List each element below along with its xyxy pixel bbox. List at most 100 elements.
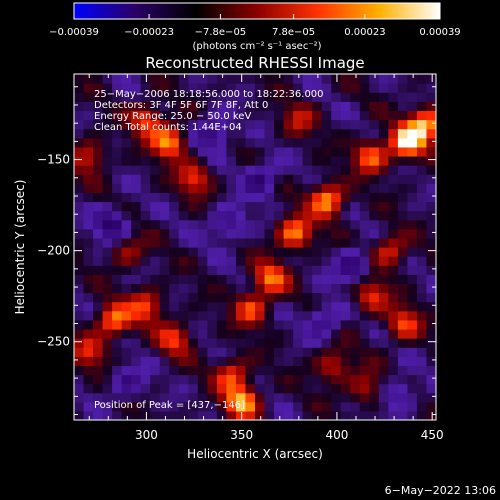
colorbar-tick-label: 0.00023 bbox=[344, 27, 385, 38]
heatmap-cell bbox=[321, 183, 332, 193]
heatmap-cell bbox=[378, 374, 389, 385]
heatmap-cell bbox=[407, 83, 418, 93]
heatmap-cell bbox=[83, 356, 94, 366]
heatmap-cell bbox=[131, 401, 142, 412]
heatmap-cell bbox=[255, 256, 266, 266]
heatmap-cell bbox=[369, 83, 380, 93]
heatmap-cell bbox=[426, 119, 436, 130]
heatmap-cell bbox=[331, 256, 342, 266]
heatmap-cell bbox=[397, 301, 409, 312]
heatmap-cell bbox=[407, 219, 418, 230]
heatmap-cell bbox=[112, 410, 123, 420]
heatmap-cell bbox=[283, 283, 294, 294]
heatmap-cell bbox=[397, 192, 409, 203]
heatmap-cell bbox=[283, 201, 294, 212]
heatmap-cell bbox=[283, 155, 294, 166]
heatmap-cell bbox=[131, 146, 142, 157]
heatmap-cell bbox=[274, 328, 285, 339]
heatmap-cell bbox=[121, 228, 132, 239]
heatmap-cell bbox=[283, 410, 294, 420]
heatmap-cell bbox=[235, 283, 247, 294]
heatmap-cell bbox=[369, 319, 380, 330]
heatmap-cell bbox=[112, 146, 123, 157]
heatmap-cell bbox=[350, 319, 361, 330]
heatmap-cell bbox=[350, 201, 361, 212]
heatmap-cell bbox=[83, 328, 94, 339]
heatmap-cell bbox=[102, 146, 113, 157]
heatmap-cell bbox=[407, 319, 418, 330]
heatmap-cell bbox=[226, 365, 237, 376]
heatmap-cell bbox=[102, 383, 113, 394]
heatmap-cell bbox=[150, 410, 161, 420]
heatmap-cell bbox=[74, 165, 85, 175]
heatmap-cell bbox=[340, 410, 351, 420]
heatmap-cell bbox=[159, 165, 170, 175]
heatmap-cell bbox=[397, 146, 409, 157]
heatmap-cell bbox=[378, 119, 389, 130]
heatmap-cell bbox=[312, 165, 323, 175]
heatmap-cell bbox=[369, 274, 380, 285]
heatmap-cell bbox=[226, 392, 237, 403]
heatmap-cell bbox=[283, 374, 294, 385]
heatmap-cell bbox=[159, 347, 170, 357]
heatmap-cell bbox=[416, 165, 428, 175]
heatmap-cell bbox=[416, 374, 428, 385]
heatmap-cell bbox=[245, 319, 256, 330]
heatmap-cell bbox=[226, 237, 237, 248]
heatmap-cell bbox=[102, 219, 113, 230]
heatmap-cell bbox=[426, 247, 436, 257]
heatmap-cell bbox=[74, 83, 85, 93]
heatmap-cell bbox=[150, 301, 161, 312]
heatmap-cell bbox=[283, 174, 294, 184]
heatmap-cell bbox=[302, 101, 313, 112]
heatmap-cell bbox=[293, 410, 304, 420]
heatmap-cell bbox=[188, 92, 199, 102]
heatmap-cell bbox=[74, 274, 85, 285]
heatmap-cell bbox=[312, 128, 323, 139]
heatmap-cell bbox=[121, 292, 132, 303]
heatmap-cell bbox=[359, 265, 370, 275]
heatmap-cell bbox=[93, 192, 104, 203]
heatmap-cell bbox=[388, 83, 399, 93]
heatmap-cell bbox=[407, 74, 418, 84]
heatmap-cell bbox=[169, 410, 180, 420]
heatmap-cell bbox=[350, 146, 361, 157]
heatmap-cell bbox=[235, 338, 247, 348]
heatmap-cell bbox=[321, 374, 332, 385]
heatmap-cell bbox=[264, 201, 275, 212]
heatmap-cell bbox=[112, 301, 123, 312]
heatmap-cell bbox=[302, 292, 313, 303]
heatmap-cell bbox=[150, 283, 161, 294]
heatmap-cell bbox=[388, 174, 399, 184]
heatmap-cell bbox=[255, 265, 266, 275]
heatmap-cell bbox=[131, 328, 142, 339]
heatmap-cell bbox=[283, 347, 294, 357]
heatmap-cell bbox=[397, 274, 409, 285]
heatmap-cell bbox=[283, 265, 294, 275]
heatmap-cell bbox=[426, 192, 436, 203]
heatmap-cell bbox=[245, 365, 256, 376]
heatmap-cell bbox=[369, 210, 380, 221]
heatmap-cell bbox=[264, 328, 275, 339]
heatmap-cell bbox=[169, 265, 180, 275]
heatmap-cell bbox=[216, 292, 228, 303]
heatmap-cell bbox=[312, 83, 323, 93]
heatmap-cell bbox=[207, 155, 218, 166]
heatmap-cell bbox=[255, 274, 266, 285]
heatmap-cell bbox=[245, 247, 256, 257]
heatmap-cell bbox=[226, 146, 237, 157]
heatmap-cell bbox=[369, 201, 380, 212]
heatmap-cell bbox=[112, 401, 123, 412]
heatmap-cell bbox=[216, 283, 228, 294]
heatmap-cell bbox=[369, 146, 380, 157]
heatmap-cell bbox=[178, 119, 189, 130]
heatmap-cell bbox=[169, 101, 180, 112]
heatmap-cell bbox=[350, 74, 361, 84]
heatmap-cell bbox=[397, 110, 409, 121]
heatmap-cell bbox=[159, 283, 170, 294]
heatmap-cell bbox=[378, 183, 389, 193]
heatmap-cell bbox=[159, 119, 170, 130]
heatmap-cell bbox=[235, 74, 247, 84]
heatmap-cell bbox=[131, 155, 142, 166]
heatmap-cell bbox=[245, 83, 256, 93]
